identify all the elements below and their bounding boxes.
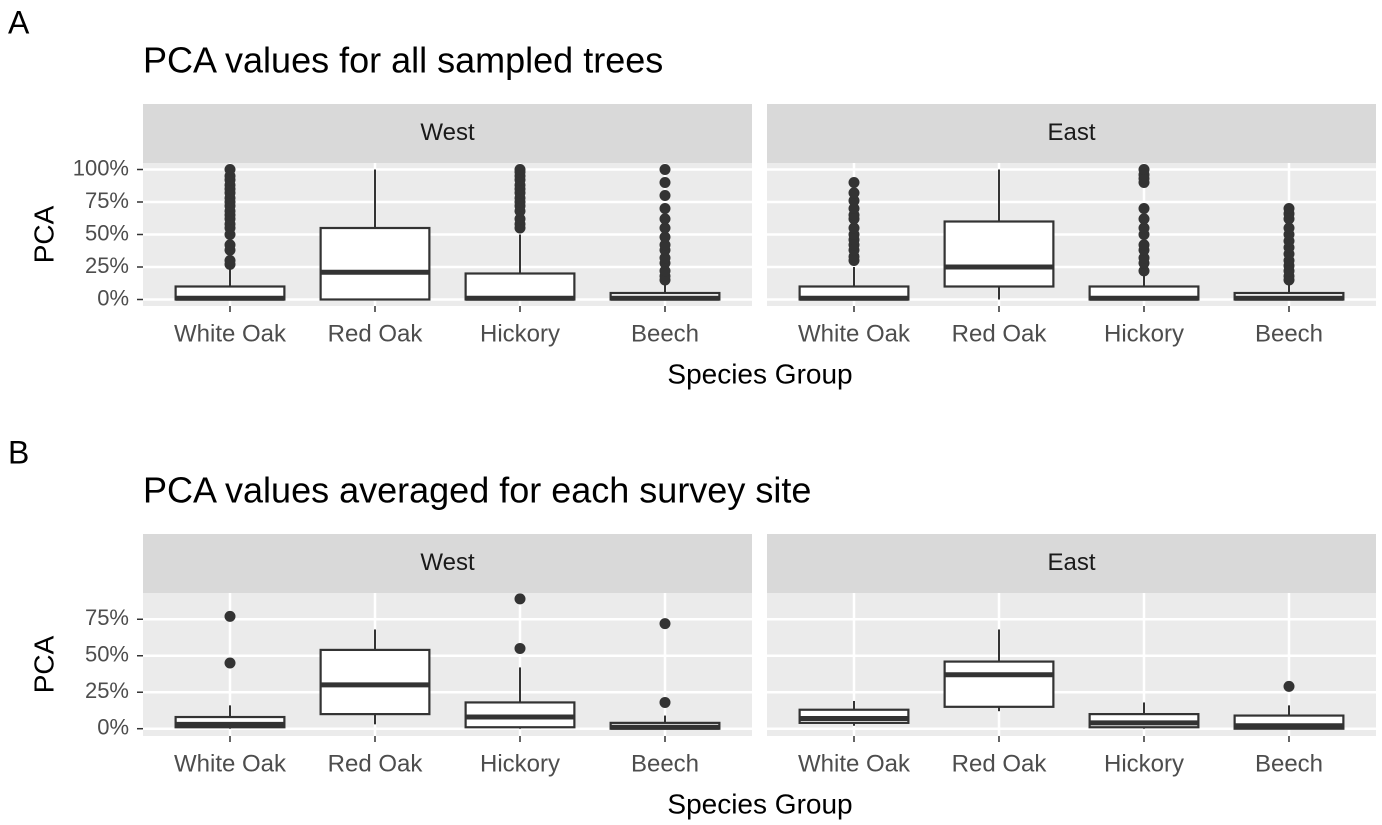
x-tick-label: White Oak	[174, 320, 287, 347]
y-tick-label: 0%	[97, 285, 129, 310]
y-tick-label: 25%	[85, 678, 129, 703]
outlier	[1283, 222, 1295, 234]
facet-label: West	[420, 549, 475, 576]
outlier	[1138, 213, 1150, 225]
outlier	[659, 213, 671, 225]
outlier	[659, 222, 671, 234]
outlier	[659, 164, 671, 175]
y-axis-title: PCA	[28, 635, 59, 693]
x-tick-label: Beech	[1255, 320, 1323, 347]
outlier	[659, 177, 671, 188]
box	[319, 648, 431, 716]
outlier	[1138, 203, 1150, 214]
outlier	[1283, 203, 1295, 214]
panel-tag: B	[8, 434, 29, 470]
y-tick-label: 100%	[73, 155, 129, 180]
outlier	[514, 213, 526, 225]
x-tick-label: White Oak	[798, 320, 911, 347]
y-tick-label: 75%	[85, 605, 129, 630]
x-tick-label: Red Oak	[328, 320, 424, 347]
x-tick-label: Red Oak	[952, 750, 1048, 777]
facet-strip	[143, 534, 752, 593]
box	[943, 660, 1055, 708]
outlier	[224, 610, 236, 622]
outlier	[514, 164, 526, 175]
outlier	[659, 231, 671, 243]
outlier	[224, 255, 236, 266]
panel-background	[143, 593, 752, 736]
chart-title: PCA values for all sampled trees	[143, 40, 663, 81]
x-tick-label: Beech	[1255, 750, 1323, 777]
outlier	[659, 265, 671, 277]
x-tick-label: White Oak	[798, 750, 911, 777]
y-axis-title: PCA	[28, 205, 59, 263]
outlier	[1138, 164, 1150, 175]
x-tick-label: Hickory	[480, 320, 560, 347]
outlier	[1138, 239, 1150, 251]
y-tick-label: 0%	[97, 715, 129, 740]
box	[943, 220, 1055, 288]
x-tick-label: Red Oak	[328, 750, 424, 777]
x-tick-label: Beech	[631, 750, 699, 777]
x-tick-label: Hickory	[1104, 750, 1184, 777]
facet-strip	[143, 104, 752, 163]
outlier	[224, 239, 236, 251]
outlier	[1138, 252, 1150, 264]
facet-label: East	[1047, 549, 1095, 576]
outlier	[659, 190, 671, 201]
x-tick-label: White Oak	[174, 750, 287, 777]
outlier	[514, 593, 526, 605]
outlier	[659, 618, 671, 630]
panel-tag: A	[8, 4, 30, 40]
y-tick-label: 50%	[85, 642, 129, 667]
outlier	[848, 187, 860, 199]
x-tick-label: Red Oak	[952, 320, 1048, 347]
x-tick-label: Hickory	[480, 750, 560, 777]
outlier	[659, 203, 671, 214]
outlier	[659, 696, 671, 708]
x-tick-label: Hickory	[1104, 320, 1184, 347]
chart-title: PCA values averaged for each survey site	[143, 470, 811, 511]
outlier	[1283, 680, 1295, 692]
outlier	[224, 657, 236, 669]
y-tick-label: 75%	[85, 188, 129, 213]
outlier	[224, 164, 236, 175]
y-tick-label: 50%	[85, 220, 129, 245]
outlier	[848, 203, 860, 214]
facet-strip	[767, 534, 1376, 593]
facet-label: East	[1047, 119, 1095, 146]
x-tick-label: Beech	[631, 320, 699, 347]
outlier	[659, 252, 671, 264]
outlier	[1138, 265, 1150, 277]
outlier	[659, 239, 671, 251]
outlier	[1138, 222, 1150, 234]
box	[319, 226, 431, 301]
outlier	[848, 195, 860, 207]
outlier	[848, 222, 860, 234]
x-axis-title: Species Group	[667, 788, 852, 819]
y-tick-label: 25%	[85, 253, 129, 278]
box	[464, 272, 576, 301]
outlier	[514, 642, 526, 654]
facet-label: West	[420, 119, 475, 146]
x-axis-title: Species Group	[667, 358, 852, 389]
outlier	[848, 177, 860, 188]
facet-strip	[767, 104, 1376, 163]
